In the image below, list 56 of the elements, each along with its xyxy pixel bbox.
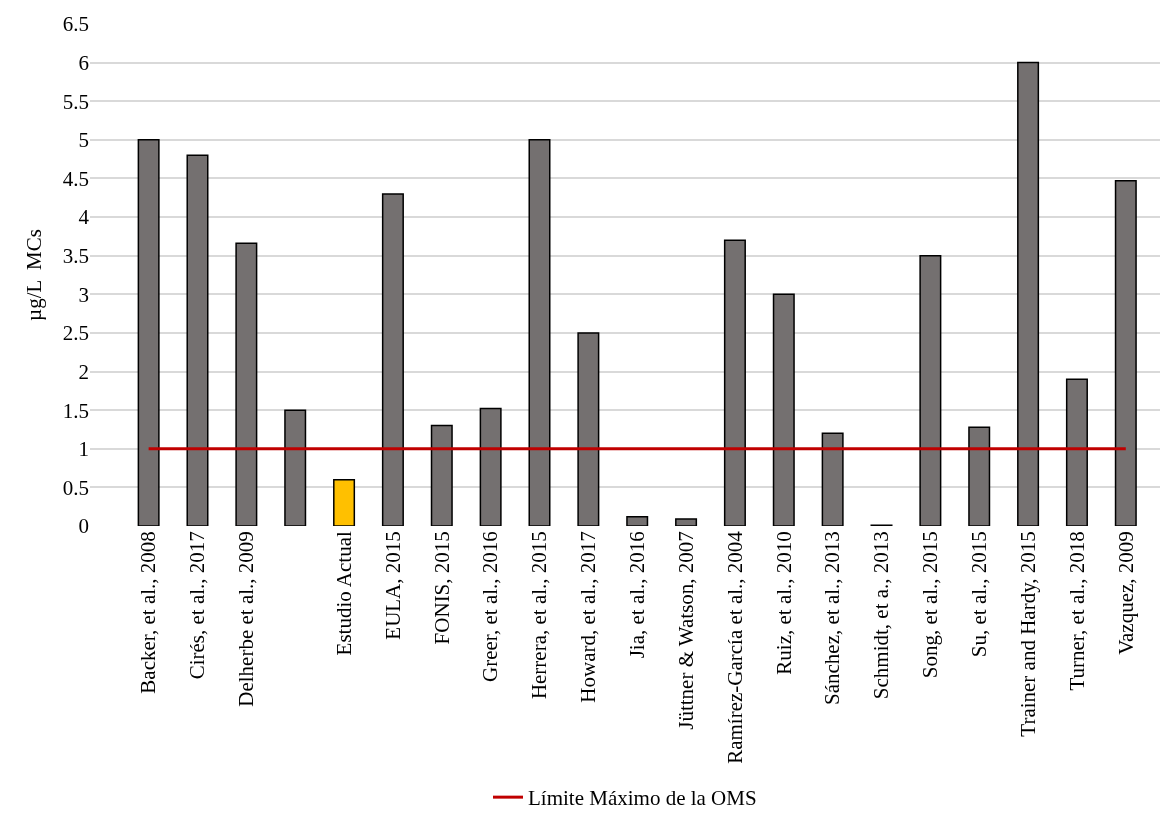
y-tick-label: 2.5 — [62, 321, 89, 346]
x-tick-label: Delherbe et al., 2009 — [234, 531, 259, 707]
y-tick-label: 3.5 — [62, 244, 89, 269]
x-tick-label: FONIS, 2015 — [429, 531, 454, 645]
y-tick-label: 4.5 — [62, 166, 89, 191]
bar — [968, 426, 991, 526]
x-tick-label: Jüttner & Watson, 2007 — [673, 531, 698, 730]
x-tick-label: Cirés, et al., 2017 — [185, 531, 210, 680]
legend-label: Límite Máximo de la OMS — [528, 786, 757, 811]
x-tick-label: Estudio Actual — [331, 531, 356, 656]
bar — [1114, 180, 1137, 526]
x-tick-label: EULA, 2015 — [380, 531, 405, 640]
x-tick-label: Ramírez-García et al., 2004 — [722, 530, 747, 764]
y-tick-label: 4 — [78, 205, 90, 230]
y-tick-label: 0 — [78, 514, 89, 539]
bar — [675, 518, 698, 526]
y-tick-label: 1.5 — [62, 398, 89, 423]
bar — [381, 193, 404, 526]
bar — [528, 139, 551, 526]
x-tick-label: Herrera, et al., 2015 — [527, 531, 552, 700]
y-tick-label: 6 — [78, 50, 89, 75]
y-tick-label: 3 — [78, 282, 89, 307]
bar — [186, 154, 209, 526]
bar — [1065, 378, 1088, 526]
x-tick-label: Turner, et al., 2018 — [1064, 531, 1089, 691]
x-tick-label: Sánchez, et al., 2013 — [820, 531, 845, 705]
bar — [430, 424, 453, 526]
y-tick-label: 2 — [78, 359, 89, 384]
bar — [1017, 61, 1040, 526]
x-tick-label: Ruiz, et al., 2010 — [771, 531, 796, 675]
y-axis-title: µg/L MCs — [21, 229, 46, 321]
y-tick-label: 0.5 — [62, 475, 89, 500]
bar — [577, 332, 600, 526]
x-tick-label: Trainer and Hardy, 2015 — [1015, 531, 1040, 737]
bar — [137, 139, 160, 526]
x-tick-label: Greer, et al., 2016 — [478, 531, 503, 682]
bar — [479, 407, 502, 526]
y-tick-label: 1 — [78, 437, 89, 462]
bar — [821, 432, 844, 526]
x-tick-label: Schmidt, et a., 2013 — [869, 531, 894, 700]
y-tick-label: 6.5 — [62, 12, 89, 37]
bar — [919, 254, 942, 526]
bar — [235, 242, 258, 526]
x-tick-label: Song, et al., 2015 — [918, 531, 943, 679]
x-tick-label: Backer, et al., 2008 — [136, 531, 161, 694]
x-tick-label: Jia, et al., 2016 — [625, 531, 650, 659]
bar — [284, 409, 307, 526]
y-tick-label: 5 — [78, 128, 89, 153]
y-tick-label: 5.5 — [62, 89, 89, 114]
x-tick-label: Su, et al., 2015 — [967, 531, 992, 658]
bar — [626, 515, 649, 526]
x-tick-label: Howard, et al., 2017 — [576, 531, 601, 703]
x-tick-label: Vazquez, 2009 — [1113, 531, 1138, 655]
bar — [772, 293, 795, 526]
bar — [723, 239, 746, 526]
bar — [333, 478, 356, 526]
